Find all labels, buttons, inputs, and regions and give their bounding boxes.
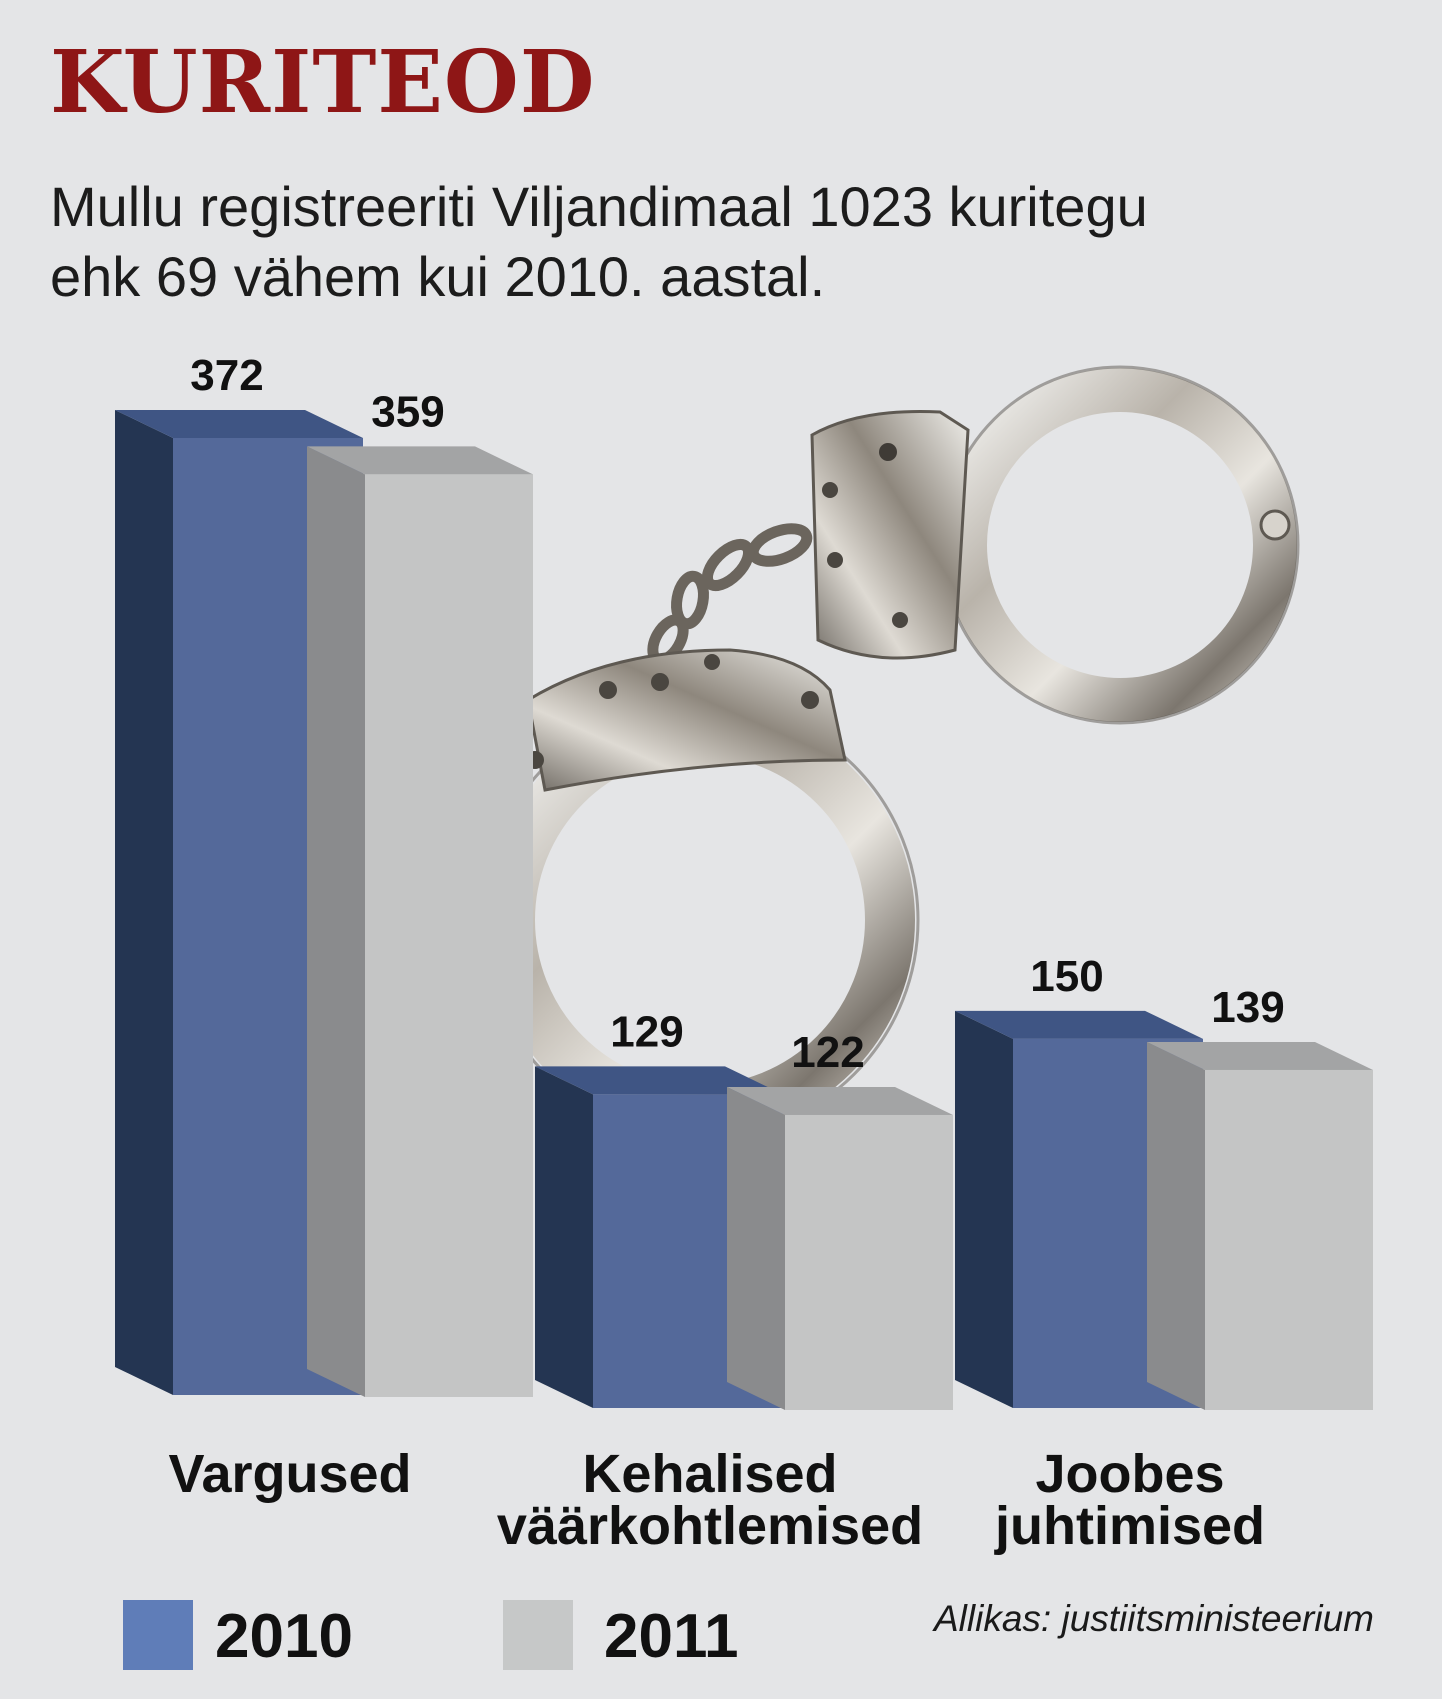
source-note: Allikas: justiitsministeerium (934, 1598, 1374, 1639)
legend-label-2011: 2011 (604, 1602, 739, 1671)
bar-2010-3-top (955, 1010, 1203, 1039)
data-label-2010-2: 129 (610, 1007, 683, 1056)
category-label-2-line-1: Kehalised (582, 1444, 837, 1504)
data-label-2011-3: 139 (1211, 983, 1284, 1032)
bar-2011-1-side (307, 446, 365, 1397)
category-label-3-line-2: juhtimised (994, 1496, 1265, 1556)
bar-2011-1 (365, 474, 533, 1397)
subtitle-line-1: Mullu registreeriti Viljandimaal 1023 ku… (50, 175, 1148, 238)
legend-swatch-2011 (503, 1600, 573, 1670)
bar-2011-3-top (1147, 1041, 1373, 1070)
bar-2011-2-top (727, 1086, 953, 1115)
bar-2011-3-side (1147, 1041, 1205, 1410)
bar-2011-3 (1205, 1069, 1373, 1410)
data-label-2011-1: 359 (371, 387, 444, 436)
subtitle-line-2: ehk 69 vähem kui 2010. aastal. (50, 245, 826, 308)
category-label-3-line-1: Joobes (1035, 1444, 1224, 1504)
bar-2011-2 (785, 1114, 953, 1410)
bar-2011-1-top (307, 446, 533, 475)
data-label-2011-2: 122 (791, 1028, 864, 1077)
data-label-2010-3: 150 (1030, 952, 1103, 1001)
labels-layer: 372 359 Vargused 129 122 Kehalisedväärkohtlem… (168, 351, 1284, 1556)
data-label-2010-1: 372 (190, 351, 263, 400)
category-label-1-line-1: Vargused (168, 1444, 411, 1504)
bar-2010-3-side (955, 1010, 1013, 1408)
bar-2010-2-side (535, 1066, 593, 1408)
category-label-2-line-2: väärkohtlemised (497, 1496, 923, 1556)
legend-label-2010: 2010 (215, 1602, 353, 1671)
bar-2011-2-side (727, 1086, 785, 1410)
bar-2010-1-side (115, 410, 173, 1395)
bars-layer (115, 410, 1373, 1410)
legend-swatch-2010 (123, 1600, 193, 1670)
chart-subtitle: Mullu registreeriti Viljandimaal 1023 ku… (50, 172, 1410, 312)
bar-2010-2-top (535, 1066, 783, 1095)
bar-2010-1-top (115, 410, 363, 438)
chart-title: KURITEOD (50, 32, 596, 133)
handcuffs-image (480, 365, 1300, 1140)
